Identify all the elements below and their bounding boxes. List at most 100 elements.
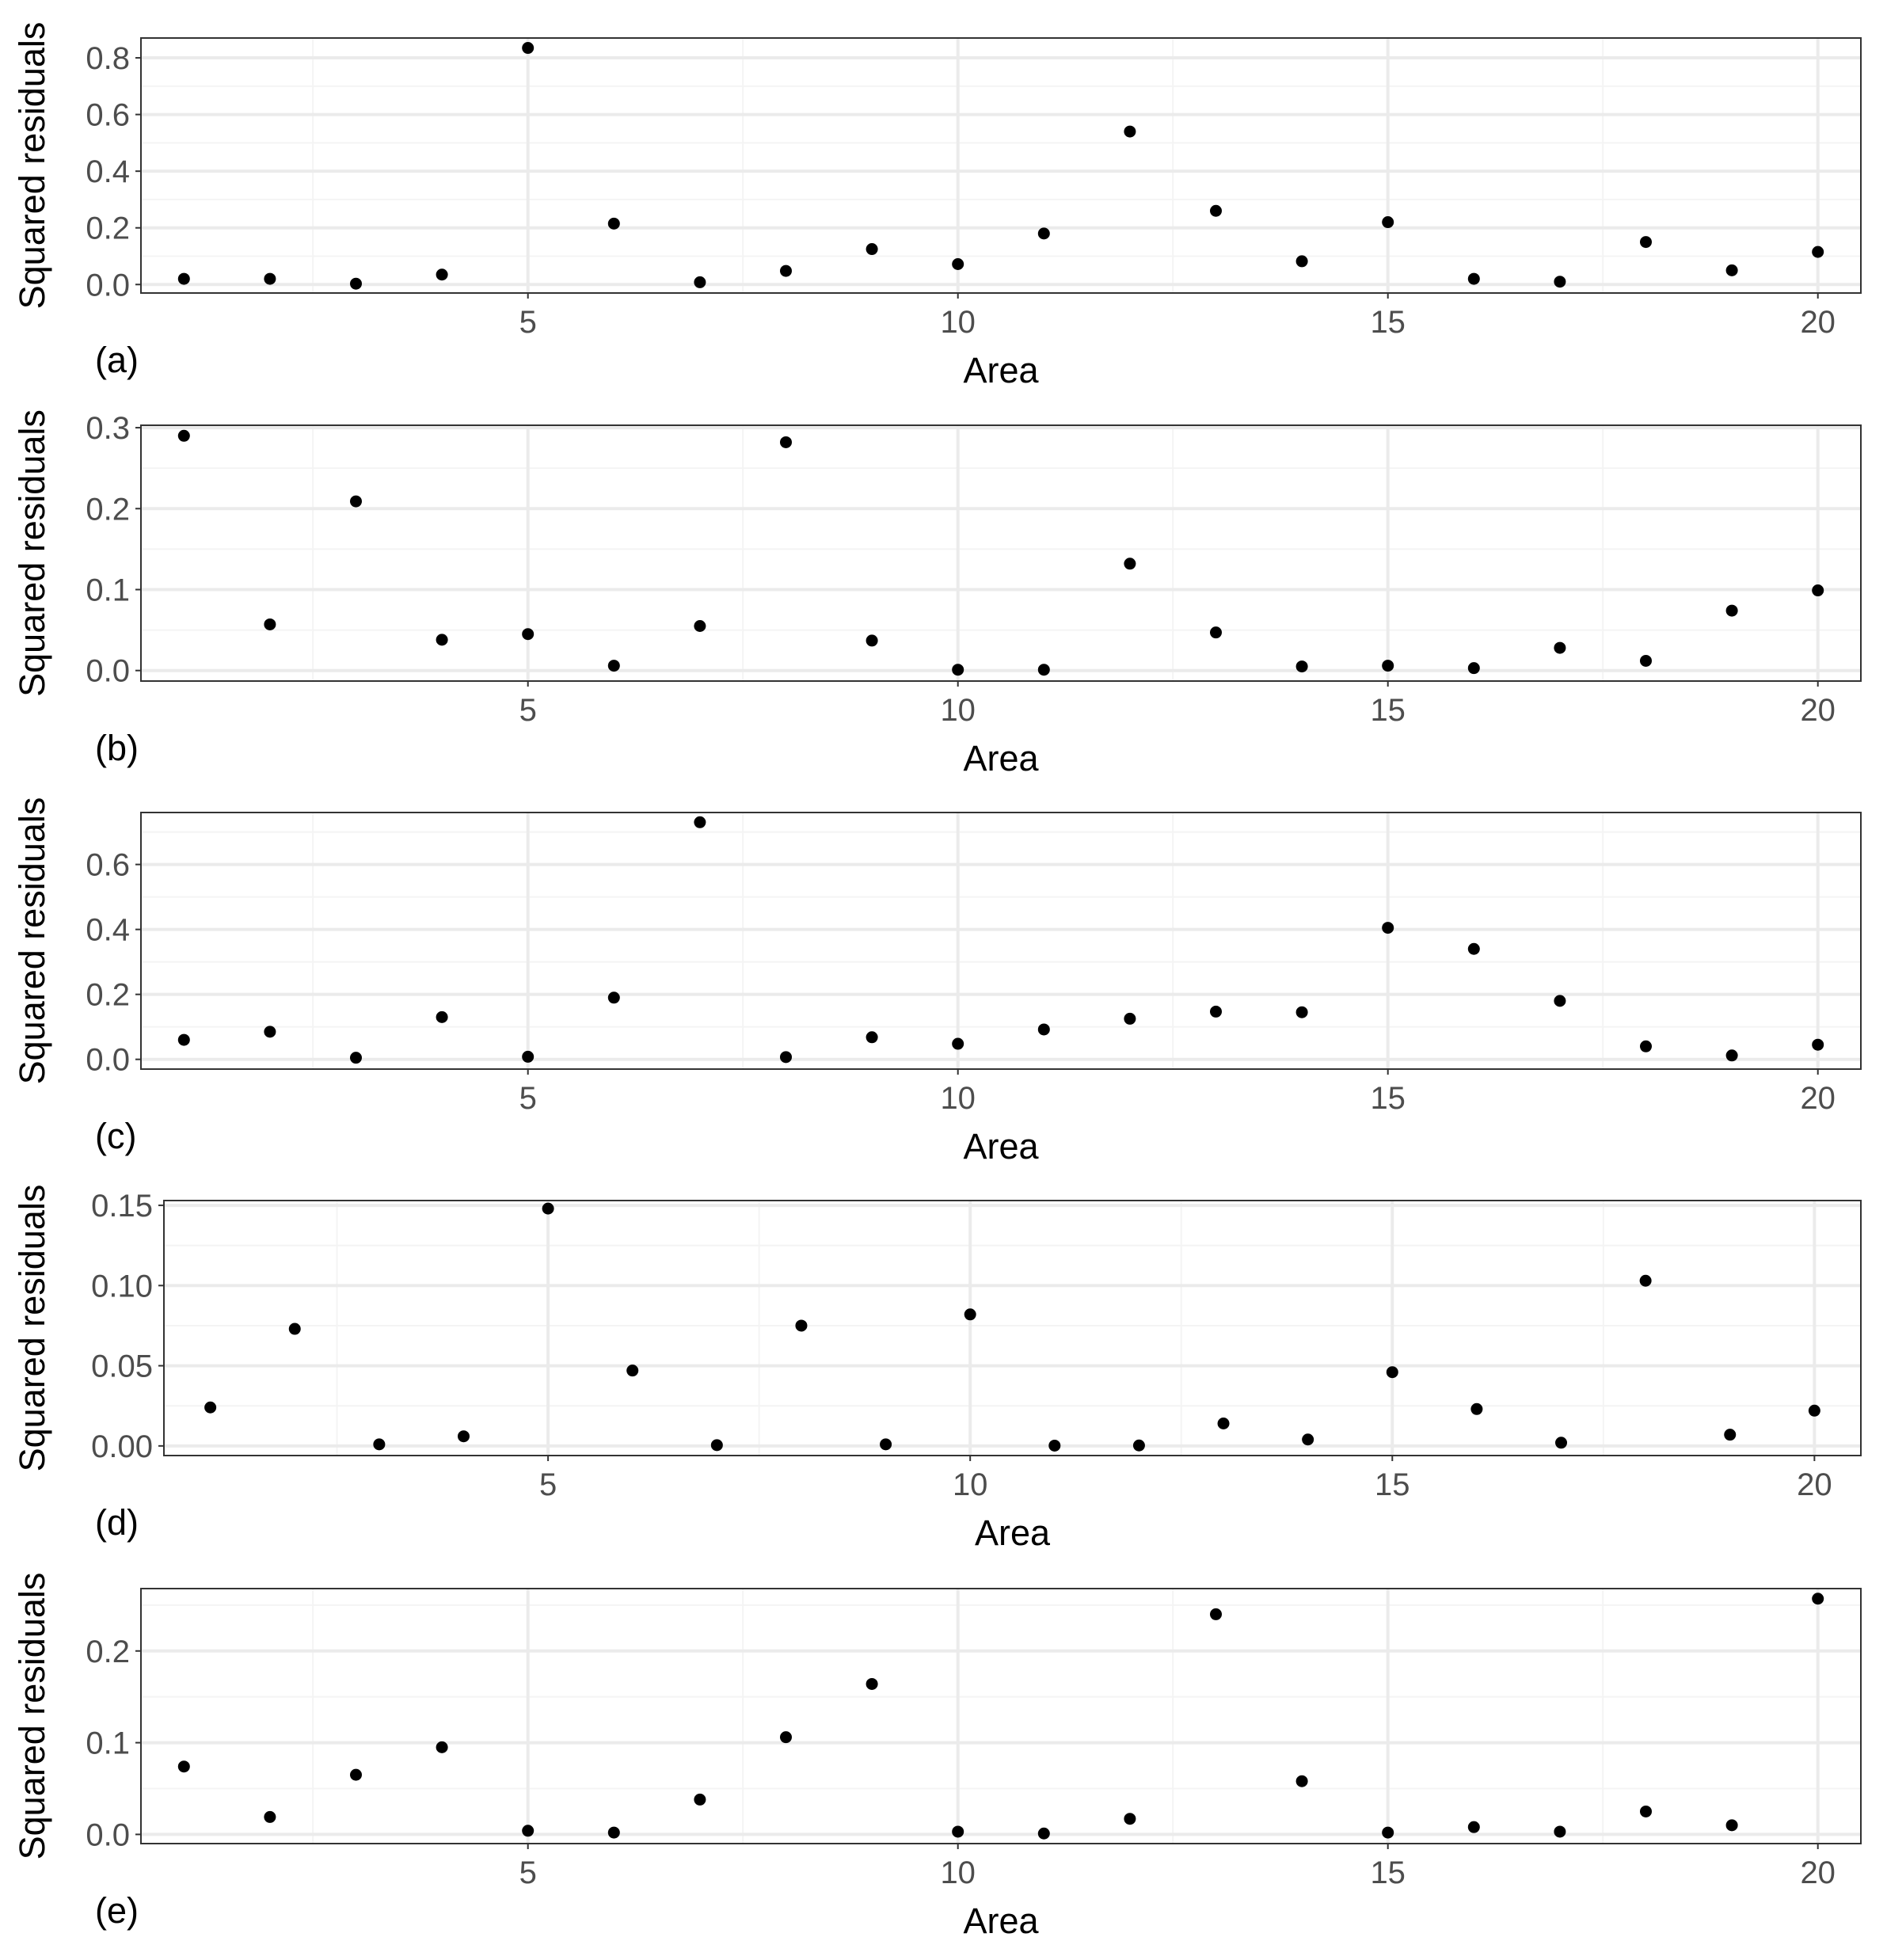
data-point [1382,216,1394,229]
y-tick-label: 0.2 [86,978,130,1013]
panel-background [141,1589,1861,1844]
data-point [264,1026,276,1038]
data-point [350,277,362,290]
data-point [952,1037,964,1050]
panel-c: 0.0 0.2 0.4 0.6 5 10 15 20 Area Squared residuals… [12,797,1862,1166]
data-point [1555,1437,1568,1449]
data-point [1467,1821,1480,1833]
data-point [952,258,964,271]
panel-border [140,812,1862,1070]
data-point [436,1741,448,1753]
data-point [795,1319,808,1332]
panel-tag: (a) [95,340,139,380]
data-point [436,268,448,281]
x-axis-title: Area [963,1126,1039,1166]
data-point [1382,660,1394,672]
data-point [780,265,792,277]
data-point [1382,1826,1394,1839]
panel-border [140,37,1862,294]
data-point [866,243,878,256]
y-tick-label: 0.6 [86,98,130,133]
y-tick-label: 0.6 [86,848,130,883]
data-point [1467,942,1480,955]
data-point [1812,1593,1824,1605]
data-point [1554,1825,1566,1838]
data-point [1470,1402,1483,1415]
x-axis-title: Area [963,350,1039,390]
data-point [607,660,620,672]
data-point [1037,1023,1050,1036]
data-point [264,272,276,285]
data-point [710,1439,723,1452]
x-tick-label: 5 [519,1081,537,1116]
x-tick-label: 10 [940,1081,976,1116]
data-point [607,1826,620,1839]
data-point [1124,558,1136,570]
data-point [952,664,964,676]
x-tick-label: 5 [519,305,537,340]
data-point [1210,1005,1222,1018]
data-point [1812,1038,1824,1051]
x-tick-label: 10 [940,305,976,340]
panel-tag: (c) [95,1116,136,1156]
data-point [1217,1417,1230,1429]
data-point [264,618,276,630]
y-tick-label: 0.1 [86,1726,130,1761]
x-axis-title: Area [975,1513,1051,1553]
data-point [1210,1608,1222,1620]
data-point [964,1308,976,1321]
y-tick-label: 0.0 [86,268,130,303]
panel-b: 0.0 0.1 0.2 0.3 5 10 15 20 Area Squared residuals… [12,409,1862,778]
data-point [522,1050,535,1063]
x-tick-label: 10 [940,1855,976,1890]
data-point [1382,922,1394,934]
data-point [1812,245,1824,258]
data-point [264,1810,276,1823]
data-point [694,1793,706,1806]
panel-tag: (b) [95,728,139,768]
y-axis-title: Squared residuals [12,797,52,1085]
data-point [350,1768,362,1781]
data-point [457,1430,470,1443]
data-point [1295,660,1308,673]
data-point [177,429,190,442]
data-point [522,1825,535,1837]
y-tick-label: 0.00 [91,1429,153,1464]
y-tick-label: 0.2 [86,492,130,527]
panel-border [140,1588,1862,1844]
x-axis-title: Area [963,1901,1039,1941]
y-tick-label: 0.4 [86,154,130,189]
x-tick-label: 20 [1800,1081,1836,1116]
data-point [204,1401,217,1414]
x-tick-label: 20 [1800,693,1836,728]
data-point [522,628,535,641]
data-point [1048,1439,1061,1452]
data-point [1640,1805,1652,1817]
data-point [1725,1819,1738,1832]
y-tick-label: 0.10 [91,1269,153,1303]
data-point [1808,1404,1820,1417]
data-point [542,1202,554,1215]
data-point [780,1731,792,1744]
x-tick-label: 20 [1797,1467,1832,1502]
data-point [866,634,878,647]
y-tick-label: 0.05 [91,1349,153,1384]
panel-background [141,38,1861,293]
data-point [177,1033,190,1046]
data-point [1467,272,1480,285]
data-point [1554,995,1566,1007]
data-point [694,816,706,828]
y-axis-title: Squared residuals [12,22,52,310]
data-point [1640,236,1652,249]
data-point [952,1825,964,1838]
panel-background [164,1201,1861,1456]
data-point [1295,1006,1308,1018]
y-axis-title: Squared residuals [12,409,52,697]
data-point [1037,1827,1050,1840]
y-tick-label: 0.8 [86,41,130,76]
x-tick-label: 5 [519,693,537,728]
data-point [177,272,190,285]
data-point [866,1677,878,1690]
data-point [1725,264,1738,276]
